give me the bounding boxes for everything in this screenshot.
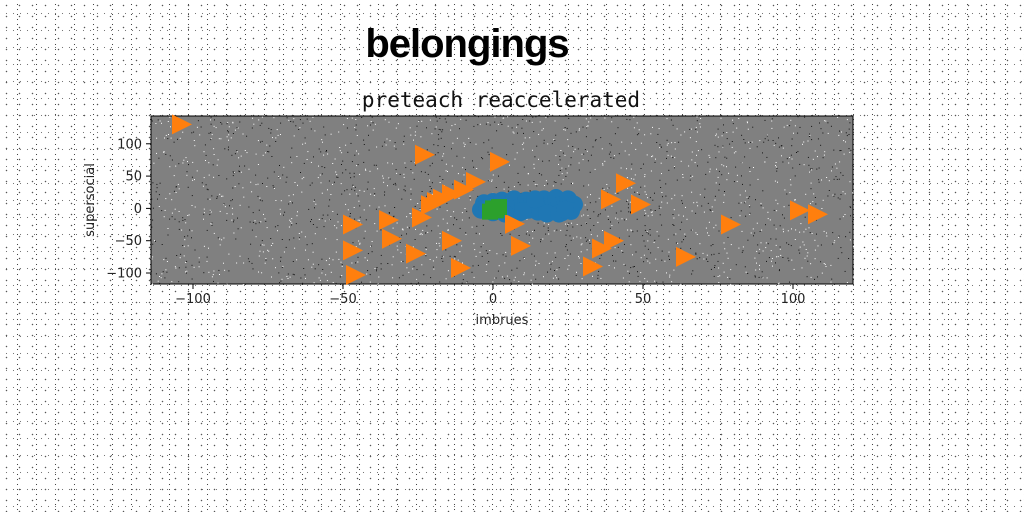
y-tick-label: 0 [134,202,142,217]
circle-point [514,201,532,220]
triangle-point [343,240,363,261]
triangle-point [466,171,486,192]
triangle-point [631,194,651,215]
triangle-point [415,144,435,165]
triangle-point [406,243,426,264]
x-tick-label: −100 [175,292,211,307]
triangle-point [451,257,471,278]
square-point [491,199,507,216]
y-axis-label: supersocial [83,163,98,237]
triangle-point [790,200,810,221]
triangle-point [421,195,441,216]
x-tick-label: 100 [781,292,806,307]
y-axis: 100 50 0 −50 −100 [106,137,151,282]
triangle-point [382,228,402,249]
x-axis-label: imbrues [476,313,529,328]
data-points [151,114,854,285]
triangle-point [616,173,636,194]
y-tick-label: −50 [115,234,142,249]
triangle-point [346,264,366,285]
y-tick-label: 50 [125,170,142,185]
triangle-point [343,214,363,235]
plot-noise [151,116,854,285]
triangle-point [412,207,432,228]
triangle-point [505,213,525,234]
triangle-point [601,189,621,210]
x-tick-label: 50 [635,292,652,307]
triangle-point [442,230,462,251]
x-tick-label: 0 [489,292,497,307]
triangle-point [379,210,399,231]
triangle-point [592,238,612,259]
triangle-point [808,204,828,225]
page-suptitle: belongings [365,22,569,66]
triangle-point [490,151,510,172]
y-tick-label: −100 [106,267,142,282]
x-tick-label: −50 [329,292,356,307]
triangle-point [676,246,696,267]
triangle-point [604,230,624,251]
triangle-point [511,235,531,256]
y-tick-label: 100 [117,137,142,152]
chart-title: preteach reaccelerated [362,88,640,112]
triangle-point [721,214,741,235]
triangle-point [583,256,603,277]
circle-point [556,200,574,219]
circle-point [526,190,544,209]
x-axis: −100 −50 0 50 100 [175,284,805,307]
triangle-point [172,114,192,135]
